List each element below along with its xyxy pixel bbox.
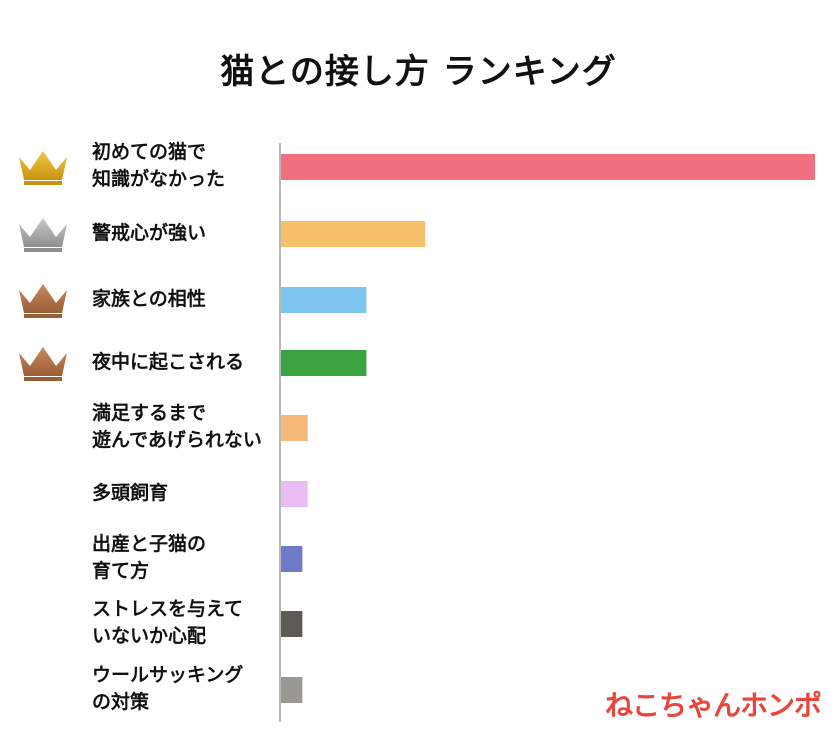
category-label-9: ウールサッキング の対策 bbox=[92, 662, 278, 716]
category-label-4: 夜中に起こされる bbox=[92, 349, 278, 376]
brand-watermark: ねこちゃんホンポ bbox=[605, 689, 822, 722]
category-label-line: 初めての猫で bbox=[92, 141, 207, 163]
category-label-line: 家族との相性 bbox=[92, 287, 206, 310]
bar-1 bbox=[281, 154, 815, 180]
category-label-6: 多頭飼育 bbox=[92, 480, 278, 507]
category-label-line: ストレスを与えて bbox=[92, 598, 244, 620]
category-label-line: 多頭飼育 bbox=[92, 481, 169, 504]
category-label-line: 夜中に起こされる bbox=[92, 350, 245, 373]
bar-2 bbox=[281, 221, 426, 247]
category-label-1: 初めての猫で 知識がなかった bbox=[92, 139, 278, 193]
bronze-crown-icon bbox=[19, 347, 67, 381]
silver-crown-icon bbox=[19, 218, 67, 252]
category-label-line: ウールサッキング bbox=[92, 664, 244, 686]
bar-6 bbox=[281, 481, 308, 507]
bar-5 bbox=[281, 415, 308, 441]
bar-3 bbox=[281, 287, 367, 313]
gold-crown-icon bbox=[19, 151, 67, 185]
category-label-line: 知識がなかった bbox=[92, 168, 226, 190]
category-label-line: の対策 bbox=[92, 691, 150, 713]
chart-title: 猫との接し方 ランキング bbox=[220, 52, 617, 92]
category-label-line: 警戒心が強い bbox=[92, 221, 207, 244]
bar-4 bbox=[281, 350, 367, 376]
bar-9 bbox=[281, 677, 303, 703]
bronze-crown-icon bbox=[19, 284, 67, 318]
category-label-line: 満足するまで bbox=[92, 402, 207, 424]
category-label-line: いないか心配 bbox=[92, 625, 207, 647]
category-label-line: 出産と子猫の bbox=[92, 533, 207, 555]
category-label-5: 満足するまで遊んであげられない bbox=[92, 400, 278, 454]
bar-8 bbox=[281, 611, 303, 637]
category-label-8: ストレスを与えて いないか心配 bbox=[92, 596, 278, 650]
bar-7 bbox=[281, 546, 303, 572]
category-label-line: 育て方 bbox=[92, 560, 150, 582]
category-label-line: 遊んであげられない bbox=[92, 429, 262, 451]
category-label-7: 出産と子猫の 育て方 bbox=[92, 531, 278, 585]
category-label-2: 警戒心が強い bbox=[92, 220, 278, 247]
category-label-3: 家族との相性 bbox=[92, 286, 278, 313]
